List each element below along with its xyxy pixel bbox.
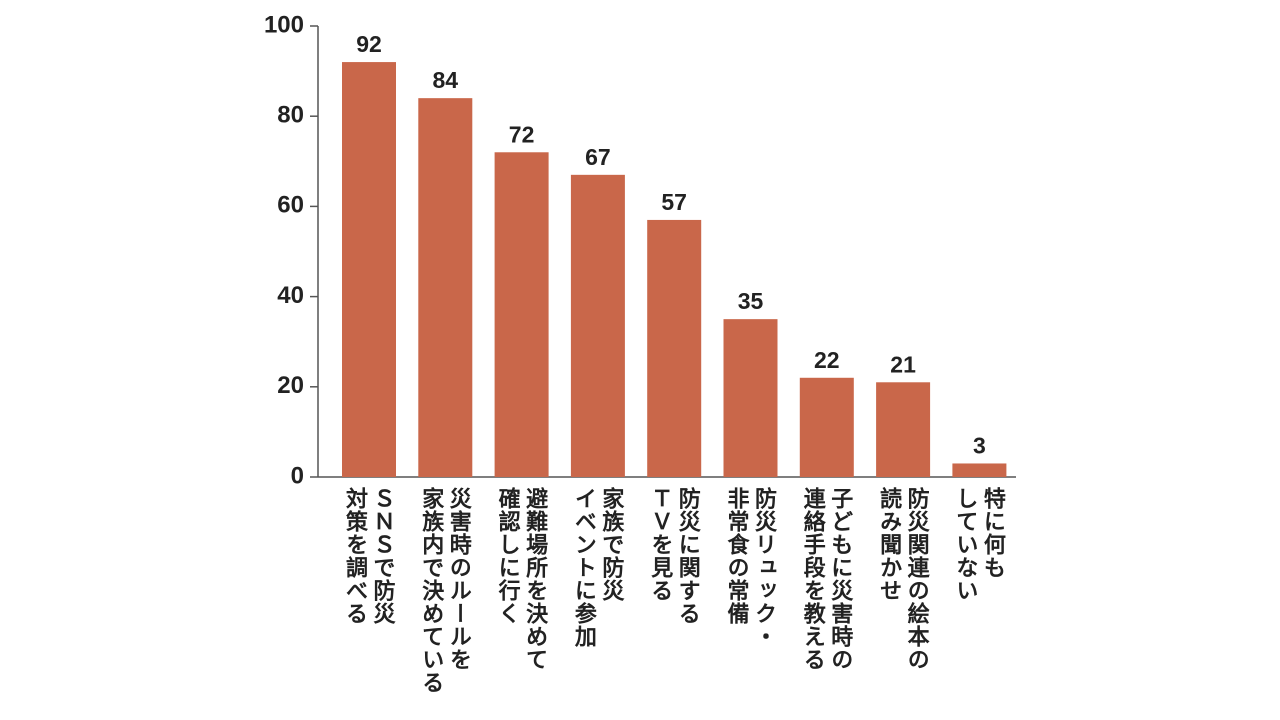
- x-tick-label: 災害時のルールを 家族内で決めている: [419, 487, 472, 694]
- value-label: 21: [890, 351, 916, 377]
- bar: [799, 377, 854, 477]
- bar: [952, 463, 1007, 477]
- x-tick-label: 特に何も していない: [953, 487, 1006, 602]
- bar: [876, 382, 931, 477]
- bar: [342, 62, 396, 478]
- bar: [418, 98, 473, 477]
- bar: [723, 319, 778, 477]
- x-tick-label: 子どもに災害時の 連絡手段を教える: [800, 487, 854, 671]
- y-tick-label: 60: [277, 192, 304, 219]
- value-label: 92: [356, 31, 382, 57]
- y-tick-label: 40: [277, 282, 304, 309]
- x-tick-label: 避難場所を決めて 確認しに行く: [495, 487, 549, 671]
- y-tick-label: 80: [277, 102, 304, 129]
- y-tick-label: 100: [264, 11, 304, 38]
- y-tick-label: 20: [277, 372, 304, 399]
- x-tick-label: ＳＮＳで防災 対策を調べる: [343, 487, 396, 625]
- value-label: 35: [738, 288, 764, 314]
- value-label: 67: [585, 144, 611, 170]
- value-label: 22: [814, 347, 840, 373]
- bar: [570, 174, 625, 477]
- bar: [494, 152, 549, 477]
- value-label: 57: [661, 189, 687, 215]
- y-tick-label: 0: [291, 462, 304, 489]
- bar: [647, 219, 702, 477]
- x-tick-label: 家族で防災 イベントに参加: [571, 487, 625, 648]
- value-label: 3: [973, 433, 986, 459]
- x-tick-label: 防災リュック・ 非常食の常備: [724, 487, 778, 648]
- value-label: 84: [433, 67, 459, 93]
- x-tick-label: 防災に関する ＴＶを見る: [648, 487, 701, 625]
- x-tick-label: 防災関連の絵本の 読み聞かせ: [877, 487, 930, 671]
- value-label: 72: [509, 121, 535, 147]
